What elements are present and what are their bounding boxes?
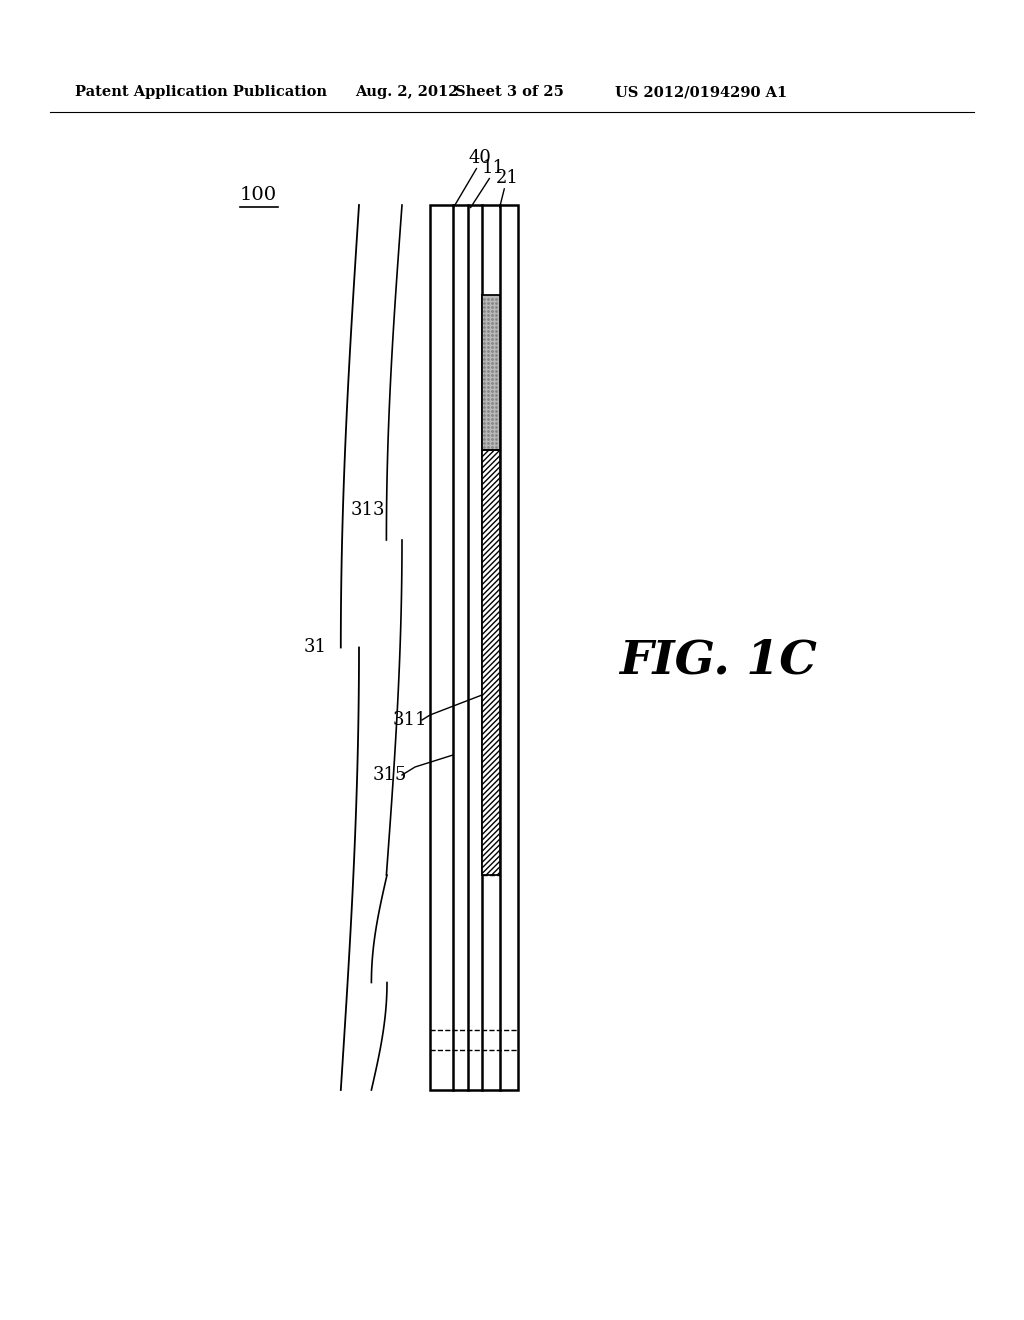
Text: 40: 40 [469,149,492,168]
Text: FIG. 1C: FIG. 1C [620,638,817,682]
Bar [482,294,500,450]
Text: 313: 313 [351,502,385,519]
Text: 21: 21 [496,169,518,187]
Bar [430,205,518,1090]
Bar [482,294,500,450]
Text: Aug. 2, 2012: Aug. 2, 2012 [355,84,459,99]
Text: US 2012/0194290 A1: US 2012/0194290 A1 [615,84,787,99]
Bar [482,450,500,875]
Text: 100: 100 [240,186,278,205]
Text: 11: 11 [481,158,505,177]
Text: 31: 31 [303,639,327,656]
Text: 315: 315 [373,766,408,784]
Text: Sheet 3 of 25: Sheet 3 of 25 [455,84,564,99]
Text: Patent Application Publication: Patent Application Publication [75,84,327,99]
Text: 311: 311 [393,711,427,729]
